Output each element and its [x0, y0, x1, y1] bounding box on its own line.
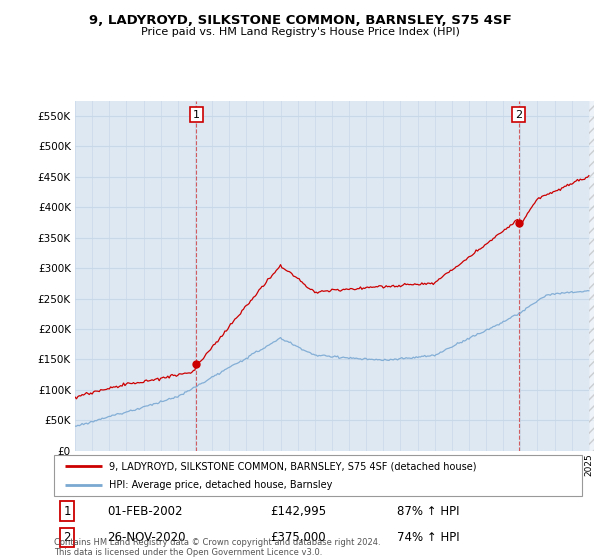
- Text: 9, LADYROYD, SILKSTONE COMMON, BARNSLEY, S75 4SF: 9, LADYROYD, SILKSTONE COMMON, BARNSLEY,…: [89, 14, 511, 27]
- Bar: [589, 101, 594, 451]
- Text: Contains HM Land Registry data © Crown copyright and database right 2024.
This d: Contains HM Land Registry data © Crown c…: [54, 538, 380, 557]
- Text: 2: 2: [515, 110, 522, 119]
- Text: 26-NOV-2020: 26-NOV-2020: [107, 531, 185, 544]
- Text: 9, LADYROYD, SILKSTONE COMMON, BARNSLEY, S75 4SF (detached house): 9, LADYROYD, SILKSTONE COMMON, BARNSLEY,…: [109, 461, 477, 471]
- Text: 01-FEB-2002: 01-FEB-2002: [107, 505, 182, 518]
- Text: £142,995: £142,995: [271, 505, 326, 518]
- Text: £375,000: £375,000: [271, 531, 326, 544]
- Text: HPI: Average price, detached house, Barnsley: HPI: Average price, detached house, Barn…: [109, 480, 333, 489]
- Text: 2: 2: [64, 531, 71, 544]
- Text: 1: 1: [193, 110, 200, 119]
- Text: 1: 1: [64, 505, 71, 518]
- Text: Price paid vs. HM Land Registry's House Price Index (HPI): Price paid vs. HM Land Registry's House …: [140, 27, 460, 37]
- FancyBboxPatch shape: [54, 455, 582, 496]
- Text: 74% ↑ HPI: 74% ↑ HPI: [397, 531, 460, 544]
- Text: 87% ↑ HPI: 87% ↑ HPI: [397, 505, 460, 518]
